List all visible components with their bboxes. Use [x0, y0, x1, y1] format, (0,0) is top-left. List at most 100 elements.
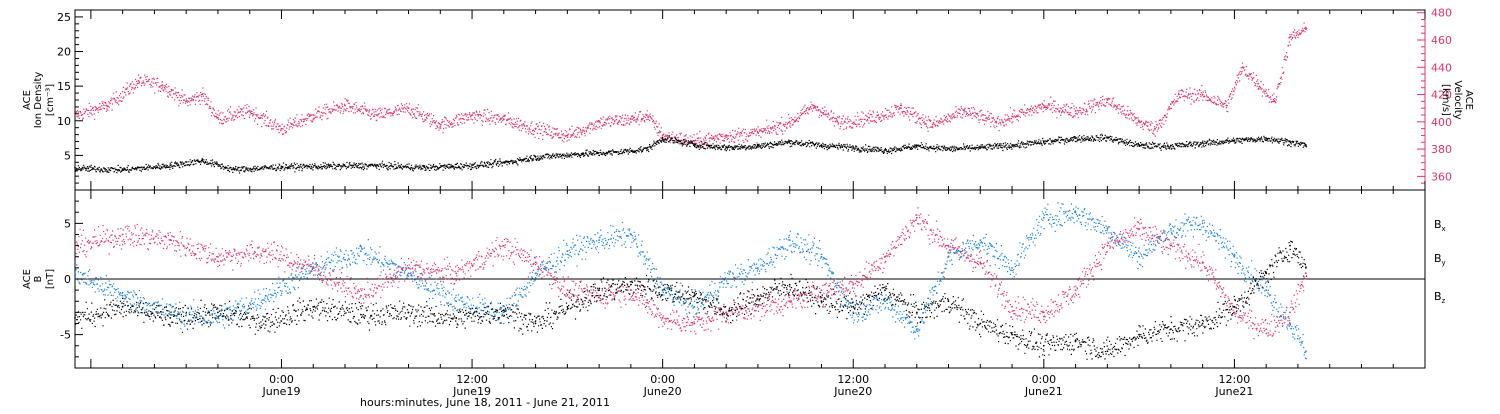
density-point-12 [582, 152, 585, 155]
density-point-19 [788, 140, 791, 143]
bz-point-4 [264, 250, 267, 253]
density-point-22 [884, 148, 886, 151]
velocity-point-45 [1289, 36, 1291, 39]
by-point-34 [1289, 322, 1291, 325]
by-point-11 [566, 250, 569, 253]
density-point-2 [169, 164, 172, 167]
by-point-14 [661, 289, 664, 291]
top-right-tick-label: 420 [1431, 89, 1452, 102]
bx-point-3 [217, 311, 219, 314]
velocity-point-36 [1106, 99, 1109, 101]
density-point-10 [502, 161, 505, 164]
density-point-6 [328, 164, 330, 167]
velocity-point-7 [248, 110, 251, 112]
bx-point-9 [502, 309, 505, 311]
by-point-30 [1170, 228, 1172, 230]
density-point-8 [423, 166, 426, 169]
bx-point-29 [1138, 333, 1140, 336]
bz-point-25 [1011, 305, 1013, 308]
by-point-8 [455, 300, 458, 303]
x-tick-time-label: 0:00 [269, 373, 294, 386]
x-tick-date-label: June20 [643, 385, 682, 398]
x-tick-date-label: June21 [1214, 385, 1253, 398]
bz-point-22 [915, 216, 918, 219]
velocity-point-19 [630, 118, 632, 120]
velocity-point-38 [1154, 127, 1156, 130]
top-left-tick-label: 20 [57, 46, 71, 59]
density-point-25 [979, 146, 982, 149]
bx-point-13 [630, 283, 632, 286]
bx-point-35 [1305, 267, 1307, 269]
density-point-5 [280, 165, 283, 168]
legend-bz-base: B [1434, 290, 1442, 303]
bx-point-18 [788, 283, 791, 286]
velocity-point-20 [645, 114, 648, 116]
bz-point-31 [1201, 261, 1204, 264]
bx-point-24 [979, 322, 982, 325]
density-point-3 [201, 159, 204, 162]
top-right-tick-label: 380 [1431, 143, 1452, 156]
velocity-point-14 [471, 114, 473, 116]
top-left-tick-label: 5 [64, 149, 71, 162]
by-point-4 [264, 294, 267, 297]
density-point-26 [1011, 144, 1013, 146]
density-point-11 [534, 155, 537, 158]
velocity-point-16 [534, 127, 537, 130]
density-point-9 [471, 164, 473, 167]
density-series-points [75, 133, 1308, 174]
bz-point-23 [947, 244, 950, 247]
bz-point-28 [1106, 244, 1109, 247]
density-point-17 [725, 146, 728, 149]
top-right-ylabel-line-1: ACE [1463, 90, 1474, 110]
by-point-26 [1042, 216, 1045, 219]
x-tick-time-label: 12:00 [1219, 373, 1251, 386]
x-tick-date-label: June21 [1024, 385, 1063, 398]
velocity-point-40 [1201, 93, 1204, 96]
bx-point-6 [360, 313, 362, 316]
by-point-21 [884, 300, 886, 303]
bx-point-7 [407, 311, 410, 314]
density-point-32 [1201, 142, 1204, 144]
velocity-point-42 [1241, 66, 1244, 69]
velocity-point-37 [1138, 120, 1140, 123]
top-left-tick-label: 25 [57, 11, 71, 24]
by-point-0 [74, 272, 76, 275]
bz-point-11 [566, 289, 569, 291]
by-point-20 [852, 311, 855, 314]
x-tick-time-label: 12:00 [837, 373, 869, 386]
velocity-point-21 [661, 134, 664, 137]
density-point-33 [1233, 139, 1236, 142]
by-point-15 [693, 305, 696, 308]
by-point-12 [598, 239, 600, 242]
density-point-20 [820, 144, 823, 146]
by-point-31 [1201, 222, 1204, 225]
bx-point-21 [884, 289, 886, 291]
top-left-ylabel-line-2: Ion Density [33, 72, 44, 129]
bz-point-15 [693, 322, 696, 325]
bottom-ylabel-line-2: B [33, 275, 44, 282]
by-point-22 [915, 328, 918, 330]
top-right-tick-label: 440 [1431, 61, 1452, 74]
by-point-13 [630, 233, 632, 236]
bz-point-1 [121, 233, 124, 236]
by-point-24 [979, 239, 982, 242]
density-point-1 [121, 168, 124, 171]
bz-point-18 [788, 300, 791, 303]
by-point-3 [217, 317, 219, 319]
bx-point-23 [947, 300, 950, 303]
bx-point-12 [598, 289, 600, 291]
bx-point-19 [820, 300, 823, 303]
by-series-points [75, 202, 1308, 360]
bz-point-2 [169, 239, 172, 242]
density-point-28 [1074, 137, 1077, 140]
by-point-2 [169, 311, 172, 314]
bx-point-4 [264, 320, 267, 323]
bx-point-34 [1289, 244, 1291, 247]
top-left-tick-label: 10 [57, 115, 71, 128]
density-point-16 [693, 143, 696, 146]
by-point-17 [757, 267, 759, 269]
velocity-point-1 [105, 104, 108, 107]
bx-point-1 [121, 305, 124, 308]
bx-point-22 [915, 311, 918, 314]
